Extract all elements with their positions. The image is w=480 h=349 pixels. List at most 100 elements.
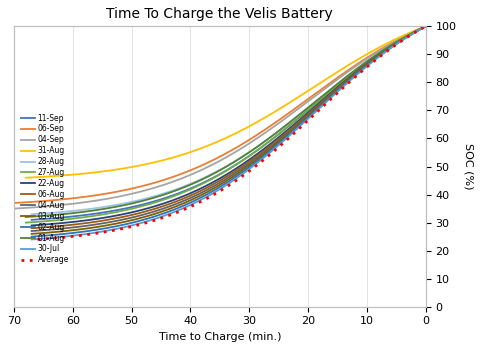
- 04-Sep: [255, 136, 261, 140]
- 06-Sep: [384, 43, 390, 47]
- Line: 28-Aug: 28-Aug: [32, 26, 426, 214]
- 04-Sep: [384, 44, 390, 48]
- 01-Aug: [268, 135, 274, 139]
- 28-Aug: [30, 212, 36, 216]
- 28-Aug: [423, 24, 429, 28]
- 11-Sep: [264, 142, 269, 146]
- 01-Aug: [23, 215, 29, 219]
- Line: 22-Aug: 22-Aug: [32, 26, 426, 225]
- Line: 27-Aug: 27-Aug: [26, 26, 426, 223]
- 04-Aug: [423, 24, 429, 28]
- 06-Sep: [358, 59, 364, 64]
- 02-Aug: [262, 153, 268, 157]
- 31-Aug: [24, 176, 30, 180]
- 03-Aug: [386, 47, 392, 51]
- 31-Aug: [385, 40, 391, 45]
- 01-Aug: [260, 141, 265, 145]
- 04-Aug: [262, 149, 268, 154]
- 11-Sep: [270, 137, 276, 141]
- Average: [423, 24, 429, 28]
- Average: [264, 155, 270, 159]
- 06-Aug: [264, 147, 269, 151]
- 02-Aug: [30, 235, 36, 239]
- 06-Aug: [386, 46, 392, 50]
- 31-Aug: [360, 54, 366, 59]
- 11-Sep: [361, 63, 367, 67]
- 28-Aug: [264, 138, 269, 142]
- 27-Aug: [23, 221, 29, 225]
- Line: 04-Sep: 04-Sep: [14, 26, 426, 209]
- 03-Aug: [270, 145, 276, 149]
- 06-Aug: [423, 24, 429, 28]
- 06-Sep: [263, 127, 269, 131]
- Line: 06-Aug: 06-Aug: [32, 26, 426, 228]
- 30-Jul: [29, 237, 35, 242]
- Average: [35, 237, 40, 242]
- 31-Aug: [261, 116, 267, 120]
- Line: 04-Aug: 04-Aug: [32, 26, 426, 231]
- 22-Aug: [30, 223, 36, 228]
- Average: [36, 237, 42, 242]
- 31-Aug: [23, 176, 29, 180]
- 03-Aug: [30, 232, 36, 236]
- 01-Aug: [24, 215, 30, 219]
- 27-Aug: [385, 45, 391, 50]
- Line: 31-Aug: 31-Aug: [26, 26, 426, 178]
- 06-Sep: [256, 132, 262, 136]
- 31-Aug: [423, 24, 429, 28]
- 30-Jul: [386, 47, 392, 52]
- 06-Aug: [30, 226, 36, 230]
- 30-Jul: [262, 155, 268, 159]
- Line: 11-Sep: 11-Sep: [32, 26, 426, 220]
- Average: [362, 67, 368, 71]
- Line: 30-Jul: 30-Jul: [32, 26, 426, 239]
- 22-Aug: [386, 46, 392, 50]
- 04-Sep: [12, 206, 18, 210]
- 30-Jul: [361, 67, 367, 71]
- 01-Aug: [360, 62, 366, 66]
- 27-Aug: [260, 144, 265, 149]
- 30-Jul: [264, 154, 269, 158]
- 22-Aug: [264, 145, 269, 149]
- 11-Sep: [386, 45, 392, 50]
- Legend: 11-Sep, 06-Sep, 04-Sep, 31-Aug, 28-Aug, 27-Aug, 22-Aug, 06-Aug, 04-Aug, 03-Aug, : 11-Sep, 06-Sep, 04-Sep, 31-Aug, 28-Aug, …: [18, 111, 72, 267]
- 22-Aug: [423, 24, 429, 28]
- 04-Aug: [264, 148, 269, 153]
- 06-Aug: [29, 226, 35, 230]
- 01-Aug: [261, 140, 267, 144]
- 06-Aug: [361, 65, 367, 69]
- Line: 06-Sep: 06-Sep: [14, 26, 426, 203]
- X-axis label: Time to Charge (min.): Time to Charge (min.): [158, 332, 281, 342]
- Line: 01-Aug: 01-Aug: [26, 26, 426, 217]
- 03-Aug: [423, 24, 429, 28]
- Line: 02-Aug: 02-Aug: [32, 26, 426, 237]
- 03-Aug: [29, 232, 35, 236]
- 02-Aug: [423, 24, 429, 28]
- Average: [266, 154, 272, 158]
- 27-Aug: [268, 138, 274, 142]
- 28-Aug: [386, 45, 392, 49]
- 06-Sep: [423, 24, 429, 28]
- Line: Average: Average: [37, 26, 426, 239]
- 04-Aug: [386, 46, 392, 51]
- 04-Sep: [11, 207, 17, 211]
- 11-Sep: [423, 24, 429, 28]
- 22-Aug: [29, 223, 35, 228]
- 06-Sep: [12, 201, 18, 205]
- 27-Aug: [261, 143, 267, 148]
- 27-Aug: [24, 221, 30, 225]
- 28-Aug: [262, 139, 268, 143]
- 02-Aug: [264, 152, 269, 156]
- 04-Sep: [358, 61, 364, 65]
- 31-Aug: [268, 112, 274, 117]
- Average: [272, 148, 278, 152]
- 04-Sep: [423, 24, 429, 28]
- 02-Aug: [386, 47, 392, 51]
- 06-Sep: [11, 201, 17, 205]
- 04-Aug: [29, 229, 35, 233]
- 31-Aug: [260, 117, 265, 121]
- Average: [386, 47, 392, 52]
- 11-Sep: [29, 218, 35, 222]
- 02-Aug: [29, 235, 35, 239]
- Title: Time To Charge the Velis Battery: Time To Charge the Velis Battery: [107, 7, 333, 21]
